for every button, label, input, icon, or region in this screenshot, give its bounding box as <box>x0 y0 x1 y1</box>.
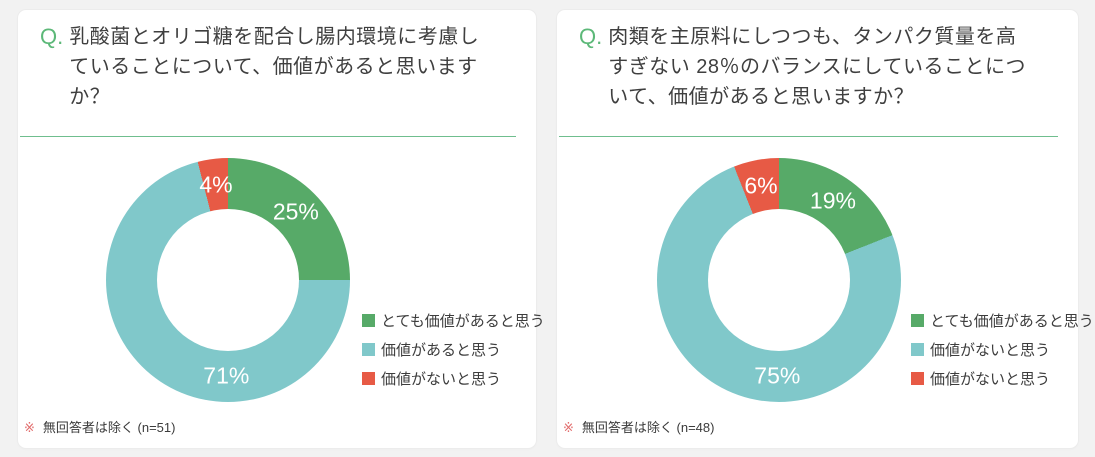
question-block-1: Q. 乳酸菌とオリゴ糖を配合し腸内環境に考慮していることについて、価値があると思… <box>18 10 536 112</box>
legend-item: 価値がないと思う <box>911 339 1094 360</box>
legend-item: 価値がないと思う <box>911 368 1094 389</box>
legend-item: 価値がないと思う <box>362 368 545 389</box>
footnote-mark: ※ <box>563 420 574 435</box>
footnote-mark: ※ <box>24 420 35 435</box>
legend-label: 価値がないと思う <box>381 371 502 388</box>
question-text: 乳酸菌とオリゴ糖を配合し腸内環境に考慮していることについて、価値があると思います… <box>69 26 480 108</box>
slice-percent-label: 4% <box>199 171 233 198</box>
divider <box>20 136 516 137</box>
legend-label: とても価値があると思う <box>930 313 1094 330</box>
footnote: ※ 無回答者は除く (n=48) <box>563 417 714 436</box>
donut-hole <box>157 209 299 351</box>
divider <box>559 136 1058 137</box>
legend-item: 価値があると思う <box>362 339 545 360</box>
slice-percent-label: 71% <box>203 362 250 389</box>
slice-percent-label: 6% <box>744 172 778 199</box>
survey-card-2: Q. 肉類を主原料にしつつも、タンパク質量を高すぎない 28％のバランスにしてい… <box>557 10 1094 448</box>
legend-swatch-icon <box>362 343 375 356</box>
slice-percent-label: 25% <box>272 198 319 225</box>
legend-swatch-icon <box>362 314 375 327</box>
legend: とても価値があると思う 価値があると思う 価値がないと思う <box>362 310 545 397</box>
legend-label: 価値がないと思う <box>930 342 1051 359</box>
donut-chart: 19% 75% 6% <box>657 158 901 402</box>
legend-swatch-icon <box>911 343 924 356</box>
legend-label: とても価値があると思う <box>381 313 545 330</box>
footnote-text: 無回答者は除く (n=48) <box>581 420 715 435</box>
donut-chart: 25% 71% 4% <box>106 158 350 402</box>
footnote: ※ 無回答者は除く (n=51) <box>24 417 175 436</box>
legend-swatch-icon <box>911 314 924 327</box>
question-text: 肉類を主原料にしつつも、タンパク質量を高すぎない 28％のバランスにしていること… <box>608 26 1027 108</box>
legend-item: とても価値があると思う <box>911 310 1094 331</box>
legend: とても価値があると思う 価値がないと思う 価値がないと思う <box>911 310 1094 397</box>
question-block-2: Q. 肉類を主原料にしつつも、タンパク質量を高すぎない 28％のバランスにしてい… <box>557 10 1078 112</box>
donut-hole <box>708 209 850 351</box>
legend-item: とても価値があると思う <box>362 310 545 331</box>
legend-label: 価値がないと思う <box>930 371 1051 388</box>
question-prefix: Q. <box>579 24 603 49</box>
legend-label: 価値があると思う <box>381 342 502 359</box>
question-prefix: Q. <box>40 24 64 49</box>
survey-card-1: Q. 乳酸菌とオリゴ糖を配合し腸内環境に考慮していることについて、価値があると思… <box>18 10 545 448</box>
footnote-text: 無回答者は除く (n=51) <box>42 420 176 435</box>
slice-percent-label: 75% <box>754 362 801 389</box>
legend-swatch-icon <box>362 372 375 385</box>
legend-swatch-icon <box>911 372 924 385</box>
slice-percent-label: 19% <box>809 187 856 214</box>
